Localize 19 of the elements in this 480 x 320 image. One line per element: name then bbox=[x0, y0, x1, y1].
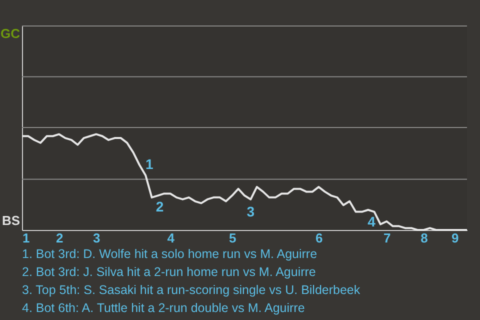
text: 4. Bot 6th: A. Tuttle hit a 2-run double vs M. Aguirre bbox=[22, 301, 305, 315]
annotation: 4 bbox=[368, 213, 376, 230]
x-tick-label: 6 bbox=[316, 230, 323, 246]
text: 2. Bot 3rd: J. Silva hit a 2-run home run vs M. Aguirre bbox=[22, 265, 316, 279]
text: BS bbox=[2, 213, 20, 228]
text: 1. Bot 3rd: D. Wolfe hit a solo home run vs M. Aguirre bbox=[22, 247, 318, 261]
x-tick-label: 9 bbox=[452, 230, 459, 246]
annotation: 2 bbox=[156, 198, 164, 214]
annotation: 1 bbox=[146, 156, 154, 172]
x-tick-label: 1 bbox=[22, 230, 30, 246]
x-tick-label: 3 bbox=[93, 230, 100, 246]
x-tick-label: 5 bbox=[229, 230, 236, 246]
x-tick-label: 4 bbox=[167, 230, 176, 246]
x-tick-label: 2 bbox=[56, 230, 64, 246]
x-tick-label: 8 bbox=[420, 230, 428, 246]
x-tick-label: 7 bbox=[384, 230, 391, 246]
text: GC bbox=[0, 26, 21, 41]
annotation: 3 bbox=[246, 203, 255, 220]
text: 3. Top 5th: S. Sasaki hit a run-scoring single vs U. Bilderbeek bbox=[22, 283, 361, 297]
